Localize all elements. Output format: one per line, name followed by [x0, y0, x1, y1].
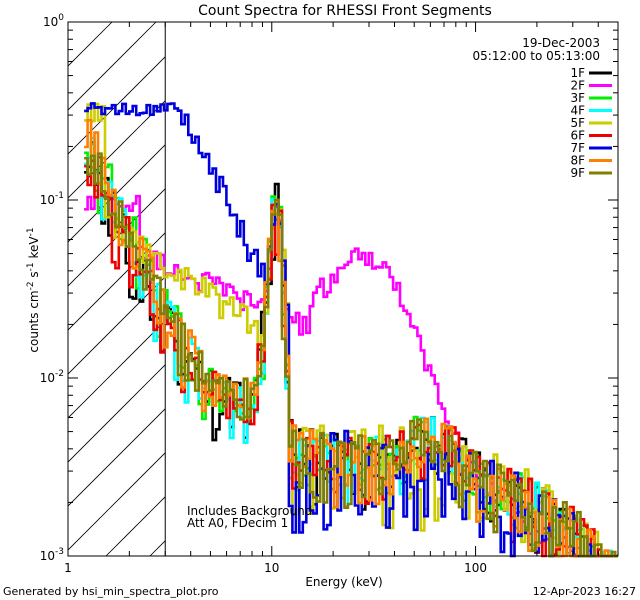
axes: 1 10 100 10-3 10-2 10-1 100 — [40, 13, 619, 575]
legend-label-6F: 6F — [570, 129, 585, 143]
series-line-9F — [84, 152, 618, 558]
x-tick-label: 10 — [264, 561, 279, 575]
annotation-background: Includes Background — [187, 504, 312, 518]
legend-label-3F: 3F — [570, 91, 585, 105]
y-axis-label: counts cm-2 s-1 keV-1 — [26, 227, 41, 352]
hatch-line — [68, 100, 166, 199]
y-tick-label: 10-1 — [40, 191, 64, 207]
series-layer — [84, 102, 618, 558]
hatch-line — [68, 408, 166, 507]
legend-label-1F: 1F — [570, 66, 585, 80]
date-label: 19-Dec-2003 — [522, 36, 600, 50]
annotation-attenuator: Att A0, FDecim 1 — [187, 516, 288, 530]
hatch-line — [68, 232, 166, 331]
y-tick-label: 100 — [43, 13, 64, 29]
chart-title: Count Spectra for RHESSI Front Segments — [198, 3, 492, 19]
footer-generated-by: Generated by hsi_min_spectra_plot.pro — [3, 585, 219, 598]
x-tick-label: 1 — [64, 561, 72, 575]
y-tick-label: 10-3 — [40, 547, 64, 563]
hatch-line — [68, 56, 166, 155]
hatch-line — [68, 22, 157, 111]
y-tick-label: 10-2 — [40, 369, 64, 385]
series-line-8F — [84, 118, 618, 558]
plot-frame — [67, 21, 619, 557]
legend-label-2F: 2F — [570, 79, 585, 93]
x-tick-label: 100 — [464, 561, 487, 575]
legend-label-8F: 8F — [570, 154, 585, 168]
hatch-line — [68, 452, 166, 551]
time-range-label: 05:12:00 to 05:13:00 — [473, 49, 600, 63]
legend-label-5F: 5F — [570, 116, 585, 130]
footer-timestamp: 12-Apr-2023 16:27 — [533, 585, 636, 598]
legend-label-4F: 4F — [570, 104, 585, 118]
legend-label-9F: 9F — [570, 166, 585, 180]
x-axis-label: Energy (keV) — [305, 575, 382, 589]
legend-label-7F: 7F — [570, 141, 585, 155]
